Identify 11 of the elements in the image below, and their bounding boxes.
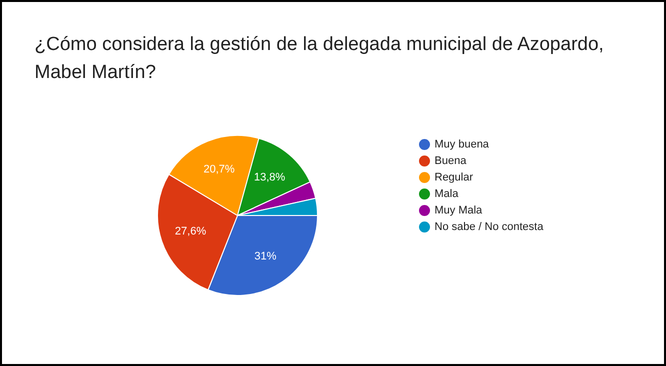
data-label: 20,7%: [204, 163, 235, 176]
legend-label: Regular: [434, 172, 474, 184]
legend-label: No sabe / No contesta: [434, 221, 544, 233]
legend-label: Muy buena: [434, 138, 490, 150]
legend-label: Mala: [434, 188, 460, 200]
legend-label: Muy Mala: [434, 204, 484, 216]
legend-label: Buena: [434, 155, 468, 167]
chart-title: ¿Cómo considera la gestión de la delegada municipal de Azopardo, Mabel Martín?: [34, 34, 604, 83]
data-label: 31%: [254, 250, 277, 263]
data-label: 27,6%: [174, 225, 206, 238]
data-label: 13,8%: [254, 172, 286, 184]
